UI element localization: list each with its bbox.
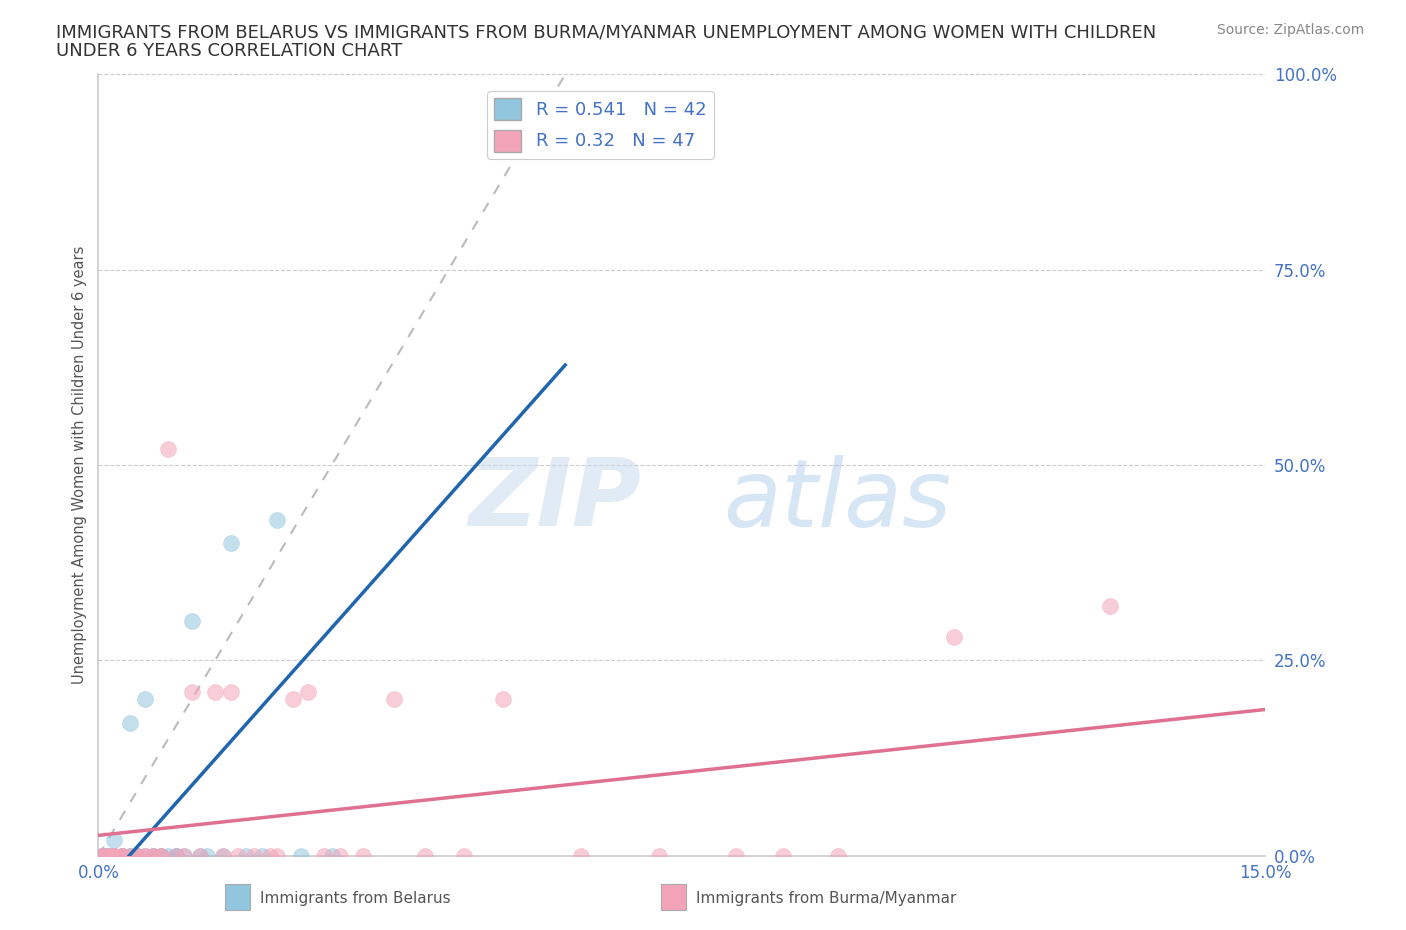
Point [118, 848, 141, 863]
Point [266, 512, 288, 527]
Point [118, 848, 141, 863]
Point [134, 848, 156, 863]
Point [329, 848, 352, 863]
Point [111, 848, 134, 863]
Point [103, 848, 125, 863]
Point [103, 848, 125, 863]
Text: Immigrants from Burma/Myanmar: Immigrants from Burma/Myanmar [696, 891, 956, 906]
Point [492, 692, 515, 707]
Point [111, 848, 134, 863]
Point [243, 848, 266, 863]
Point [157, 848, 180, 863]
Point [321, 848, 343, 863]
Point [142, 848, 165, 863]
Point [772, 848, 794, 863]
Point [157, 442, 180, 457]
Point [149, 848, 172, 863]
Point [142, 848, 165, 863]
Point [118, 848, 141, 863]
Point [103, 832, 125, 847]
Point [235, 848, 257, 863]
Point [281, 692, 304, 707]
Point [180, 614, 202, 629]
Point [134, 692, 156, 707]
Point [725, 848, 748, 863]
Point [97, 848, 120, 863]
Point [98, 848, 121, 863]
Legend: R = 0.541   N = 42, R = 0.32   N = 47: R = 0.541 N = 42, R = 0.32 N = 47 [486, 91, 713, 159]
Point [165, 848, 187, 863]
Point [142, 848, 165, 863]
Text: Immigrants from Belarus: Immigrants from Belarus [260, 891, 451, 906]
Point [127, 848, 149, 863]
Point [98, 848, 121, 863]
Point [91, 848, 114, 863]
Point [103, 848, 125, 863]
Point [165, 848, 187, 863]
Point [149, 848, 172, 863]
Point [647, 848, 669, 863]
Point [103, 848, 125, 863]
Point [250, 848, 273, 863]
Point [219, 536, 242, 551]
Point [93, 848, 115, 863]
Point [90, 848, 112, 863]
Point [180, 684, 202, 699]
Text: ZIP: ZIP [468, 454, 641, 546]
Point [98, 848, 121, 863]
Point [127, 848, 149, 863]
Point [312, 848, 335, 863]
Point [96, 848, 118, 863]
Point [134, 848, 156, 863]
Point [91, 848, 114, 863]
Point [554, 129, 576, 144]
Point [188, 848, 211, 863]
Point [134, 848, 156, 863]
Point [290, 848, 312, 863]
Point [1098, 598, 1121, 613]
Point [118, 715, 141, 730]
Point [173, 848, 195, 863]
Point [382, 692, 405, 707]
Point [266, 848, 288, 863]
Text: IMMIGRANTS FROM BELARUS VS IMMIGRANTS FROM BURMA/MYANMAR UNEMPLOYMENT AMONG WOME: IMMIGRANTS FROM BELARUS VS IMMIGRANTS FR… [56, 23, 1157, 41]
Point [413, 848, 436, 863]
Point [142, 848, 165, 863]
Point [228, 848, 250, 863]
Point [188, 848, 211, 863]
Point [111, 848, 134, 863]
Point [219, 684, 242, 699]
Point [195, 848, 218, 863]
Point [149, 848, 172, 863]
Point [352, 848, 374, 863]
Point [165, 848, 187, 863]
Point [212, 848, 235, 863]
Point [103, 848, 125, 863]
Point [90, 848, 112, 863]
Point [127, 848, 149, 863]
Text: Source: ZipAtlas.com: Source: ZipAtlas.com [1216, 23, 1364, 37]
Y-axis label: Unemployment Among Women with Children Under 6 years: Unemployment Among Women with Children U… [72, 246, 87, 684]
Point [569, 848, 592, 863]
Text: UNDER 6 YEARS CORRELATION CHART: UNDER 6 YEARS CORRELATION CHART [56, 42, 402, 60]
Point [111, 848, 134, 863]
Point [127, 848, 149, 863]
Point [111, 848, 134, 863]
Point [827, 848, 849, 863]
Point [96, 848, 118, 863]
Text: atlas: atlas [723, 455, 950, 546]
Point [96, 848, 118, 863]
Point [943, 630, 966, 644]
Point [212, 848, 235, 863]
Point [96, 848, 118, 863]
Point [453, 848, 475, 863]
Point [204, 684, 226, 699]
Point [149, 848, 172, 863]
Point [297, 684, 319, 699]
Point [111, 848, 134, 863]
Point [103, 848, 125, 863]
Point [173, 848, 195, 863]
Point [127, 848, 149, 863]
Point [259, 848, 281, 863]
